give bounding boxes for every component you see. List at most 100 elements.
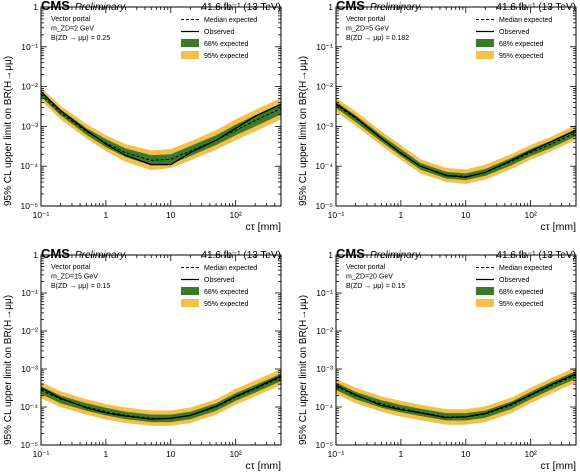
observed-line [40, 91, 282, 166]
y-tick-label: 10⁻³ [316, 121, 333, 131]
cms-label: CMS [336, 0, 365, 13]
band-95-expected [336, 97, 576, 184]
y-tick-label: 10⁻⁴ [315, 161, 333, 171]
y-tick-label: 1 [33, 2, 38, 12]
legend-median-label: Median expected [499, 265, 552, 272]
preliminary-label: Preliminary [75, 2, 126, 13]
y-axis-label: 95% CL upper limit on BR(H→μμ) [3, 56, 14, 206]
preliminary-label: Preliminary [370, 2, 421, 13]
legend-95-swatch [476, 299, 494, 307]
legend-95-swatch [181, 299, 199, 307]
x-tick-label: 10⁻¹ [33, 449, 50, 459]
legend-68-label: 68% expected [204, 41, 248, 48]
chart-panel-3: 10⁻¹ 1 10 10² 10⁻⁵ 10⁻⁴ 10⁻³ 10⁻² 10⁻¹ 1 cτ [mm] 95… [3, 246, 282, 472]
y-axis-label: 95% CL upper limit on BR(H→μμ) [298, 56, 309, 206]
x-tick-label: 10² [525, 449, 537, 459]
chart-panel-1: 10⁻¹ 1 10 10² 10⁻⁵ 10⁻⁴ 10⁻³ 10⁻² 10⁻¹ 1 cτ [mm] 95… [3, 0, 282, 233]
median-expected-line [40, 376, 282, 419]
x-tick-label: 10⁻¹ [33, 210, 50, 220]
lumi-label: 41.6 fb⁻¹ (13 TeV) [496, 250, 576, 261]
y-tick-label: 1 [328, 2, 333, 12]
y-tick-label: 10⁻² [21, 82, 38, 92]
preliminary-label: Preliminary [370, 250, 421, 261]
band-68-expected [336, 101, 576, 180]
y-tick-label: 10⁻¹ [21, 42, 38, 52]
legend-observed-label: Observed [204, 29, 234, 36]
info-text: m_ZD=5 GeV [346, 26, 389, 33]
y-tick-label: 10⁻³ [21, 364, 38, 374]
legend-95-swatch [181, 51, 199, 59]
lumi-label: 41.6 fb⁻¹ (13 TeV) [201, 250, 281, 261]
legend-95-label: 95% expected [204, 53, 248, 60]
legend-median-label: Median expected [204, 17, 257, 24]
x-tick-label: 1 [399, 449, 404, 459]
x-tick-label: 10 [461, 449, 471, 459]
band-68-expected [41, 373, 281, 423]
legend-68-swatch [181, 39, 199, 47]
observed-line [40, 375, 282, 420]
legend-median-label: Median expected [204, 265, 257, 272]
legend-observed-label: Observed [204, 277, 234, 284]
y-tick-label: 10⁻¹ [21, 288, 38, 298]
legend-68-swatch [181, 287, 199, 295]
legend-observed-label: Observed [499, 277, 529, 284]
median-expected-line [335, 374, 577, 418]
y-tick-label: 10⁻¹ [316, 42, 333, 52]
y-tick-label: 10⁻³ [21, 121, 38, 131]
y-tick-label: 10⁻¹ [316, 288, 333, 298]
observed-line [335, 373, 577, 419]
legend-68-label: 68% expected [499, 41, 543, 48]
legend-68-swatch [476, 287, 494, 295]
x-tick-label: 10⁻¹ [328, 210, 345, 220]
y-tick-label: 10⁻⁴ [315, 402, 333, 412]
y-tick-label: 10⁻⁴ [20, 161, 38, 171]
info-text: Vector portal [51, 264, 91, 271]
info-text: Vector portal [346, 264, 386, 271]
observed-line [335, 103, 577, 178]
band-68-expected [41, 90, 281, 166]
x-axis-label: cτ [mm] [540, 460, 576, 472]
x-tick-label: 10² [525, 210, 537, 220]
legend-68-swatch [476, 39, 494, 47]
x-axis-label: cτ [mm] [245, 460, 281, 472]
median-expected-line [335, 104, 577, 178]
y-tick-label: 10⁻² [316, 326, 333, 336]
legend-95-swatch [476, 51, 494, 59]
x-tick-label: 1 [104, 449, 109, 459]
y-tick-label: 10⁻⁵ [21, 440, 38, 450]
y-tick-label: 1 [33, 250, 38, 260]
legend-observed-label: Observed [499, 29, 529, 36]
x-tick-label: 1 [399, 210, 404, 220]
median-expected-line [40, 93, 282, 161]
x-tick-label: 10 [166, 210, 176, 220]
x-tick-label: 10⁻¹ [328, 449, 345, 459]
info-text: m_ZD=20 GeV [346, 274, 393, 281]
info-text: Vector portal [51, 16, 91, 23]
info-text: B(ZD → μμ) = 0.25 [51, 35, 110, 42]
y-tick-label: 10⁻² [316, 82, 333, 92]
lumi-label: 41.6 fb⁻¹ (13 TeV) [496, 2, 576, 13]
y-tick-label: 1 [328, 250, 333, 260]
legend-68-label: 68% expected [499, 289, 543, 296]
x-tick-label: 10² [230, 449, 242, 459]
cms-label: CMS [336, 246, 365, 261]
info-text: B(ZD → μμ) = 0.15 [346, 283, 405, 290]
info-text: m_ZD=2 GeV [51, 26, 94, 33]
y-tick-label: 10⁻⁵ [316, 440, 333, 450]
info-text: B(ZD → μμ) = 0.182 [346, 35, 409, 42]
info-text: Vector portal [346, 16, 386, 23]
preliminary-label: Preliminary [75, 250, 126, 261]
y-tick-label: 10⁻² [21, 326, 38, 336]
cms-label: CMS [41, 246, 70, 261]
legend-95-label: 95% expected [204, 301, 248, 308]
y-axis-label: 95% CL upper limit on BR(H→μμ) [3, 295, 14, 445]
x-tick-label: 1 [104, 210, 109, 220]
x-tick-label: 10² [230, 210, 242, 220]
x-axis-label: cτ [mm] [245, 221, 281, 233]
y-tick-label: 10⁻⁵ [316, 201, 333, 211]
legend-95-label: 95% expected [499, 53, 543, 60]
y-tick-label: 10⁻³ [316, 364, 333, 374]
legend-68-label: 68% expected [204, 289, 248, 296]
chart-panel-2: 10⁻¹ 1 10 10² 10⁻⁵ 10⁻⁴ 10⁻³ 10⁻² 10⁻¹ 1 cτ [mm] 95… [298, 0, 577, 233]
